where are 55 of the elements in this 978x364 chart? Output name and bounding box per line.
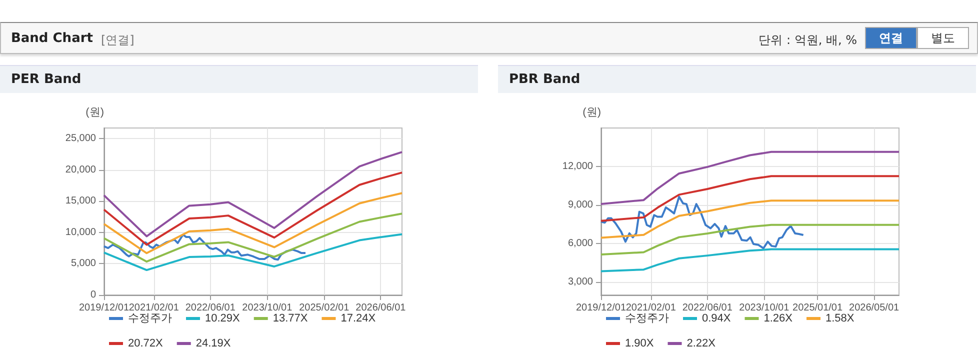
y-tick-label: 15,000 (65, 196, 96, 207)
legend-label: 1.90X (625, 338, 654, 350)
legend-label: 1.58X (825, 312, 855, 324)
y-tick-label: 20,000 (65, 164, 96, 176)
line-series (103, 192, 403, 254)
legend-label: 수정주가 (128, 312, 172, 324)
x-tick-label: 2019/12/01 (78, 302, 130, 314)
line-series (103, 151, 403, 238)
line-series (103, 234, 307, 261)
y-axis-title: (원) (582, 106, 601, 118)
legend-label: 20.72X (128, 338, 164, 350)
legend-label: 1.26X (764, 312, 794, 324)
chart-title: PER Band (0, 65, 478, 93)
x-tick-label: 2026/06/01 (356, 302, 406, 314)
x-tick-label: 2022/06/01 (185, 302, 236, 314)
legend-label: 수정주가 (625, 312, 669, 324)
x-tick-label: 2023/10/01 (242, 302, 293, 314)
x-tick-label: 2025/01/01 (792, 302, 843, 314)
legend-label: 24.19X (196, 338, 232, 350)
x-tick-label: 2022/06/01 (682, 302, 733, 314)
text: 연결 (865, 27, 917, 49)
legend-label: 2.22X (686, 338, 716, 350)
line-series (600, 224, 900, 256)
legend-label: 0.94X (702, 312, 732, 324)
text: [연결] (101, 32, 134, 49)
y-tick-label: 12,000 (562, 161, 594, 172)
text: Band Chart (11, 31, 93, 46)
line-series (600, 175, 900, 222)
y-tick-label: 6,000 (568, 238, 594, 250)
y-tick-label: 3,000 (568, 276, 594, 288)
line-series (103, 233, 403, 272)
y-tick-label: 10,000 (65, 226, 96, 238)
line-series (600, 196, 804, 250)
text: 단위 : 억원, 배, % (758, 32, 857, 49)
legend-label: 17.24X (340, 312, 376, 324)
y-tick-label: 5,000 (70, 258, 96, 270)
x-tick-label: 2023/10/01 (739, 302, 790, 314)
y-axis-title: (원) (86, 106, 104, 118)
legend-label: 13.77X (272, 312, 308, 324)
line-series (103, 212, 403, 263)
chart-title: PBR Band (498, 65, 976, 93)
line-series (600, 150, 900, 206)
x-tick-label: 2025/02/01 (299, 302, 350, 314)
line-series (103, 172, 403, 246)
y-tick-label: 0 (90, 290, 96, 300)
legend-label: 10.29X (205, 312, 241, 324)
y-tick-label: 9,000 (568, 200, 594, 211)
line-series (600, 200, 900, 239)
x-tick-label: 2026/05/01 (849, 302, 900, 314)
x-tick-label: 2021/02/01 (128, 302, 180, 314)
y-tick-label: 25,000 (65, 133, 96, 144)
x-tick-label: 2019/12/01 (576, 302, 626, 314)
text: 별도 (917, 27, 969, 49)
line-series (600, 248, 900, 272)
x-tick-label: 2021/02/01 (626, 302, 676, 314)
